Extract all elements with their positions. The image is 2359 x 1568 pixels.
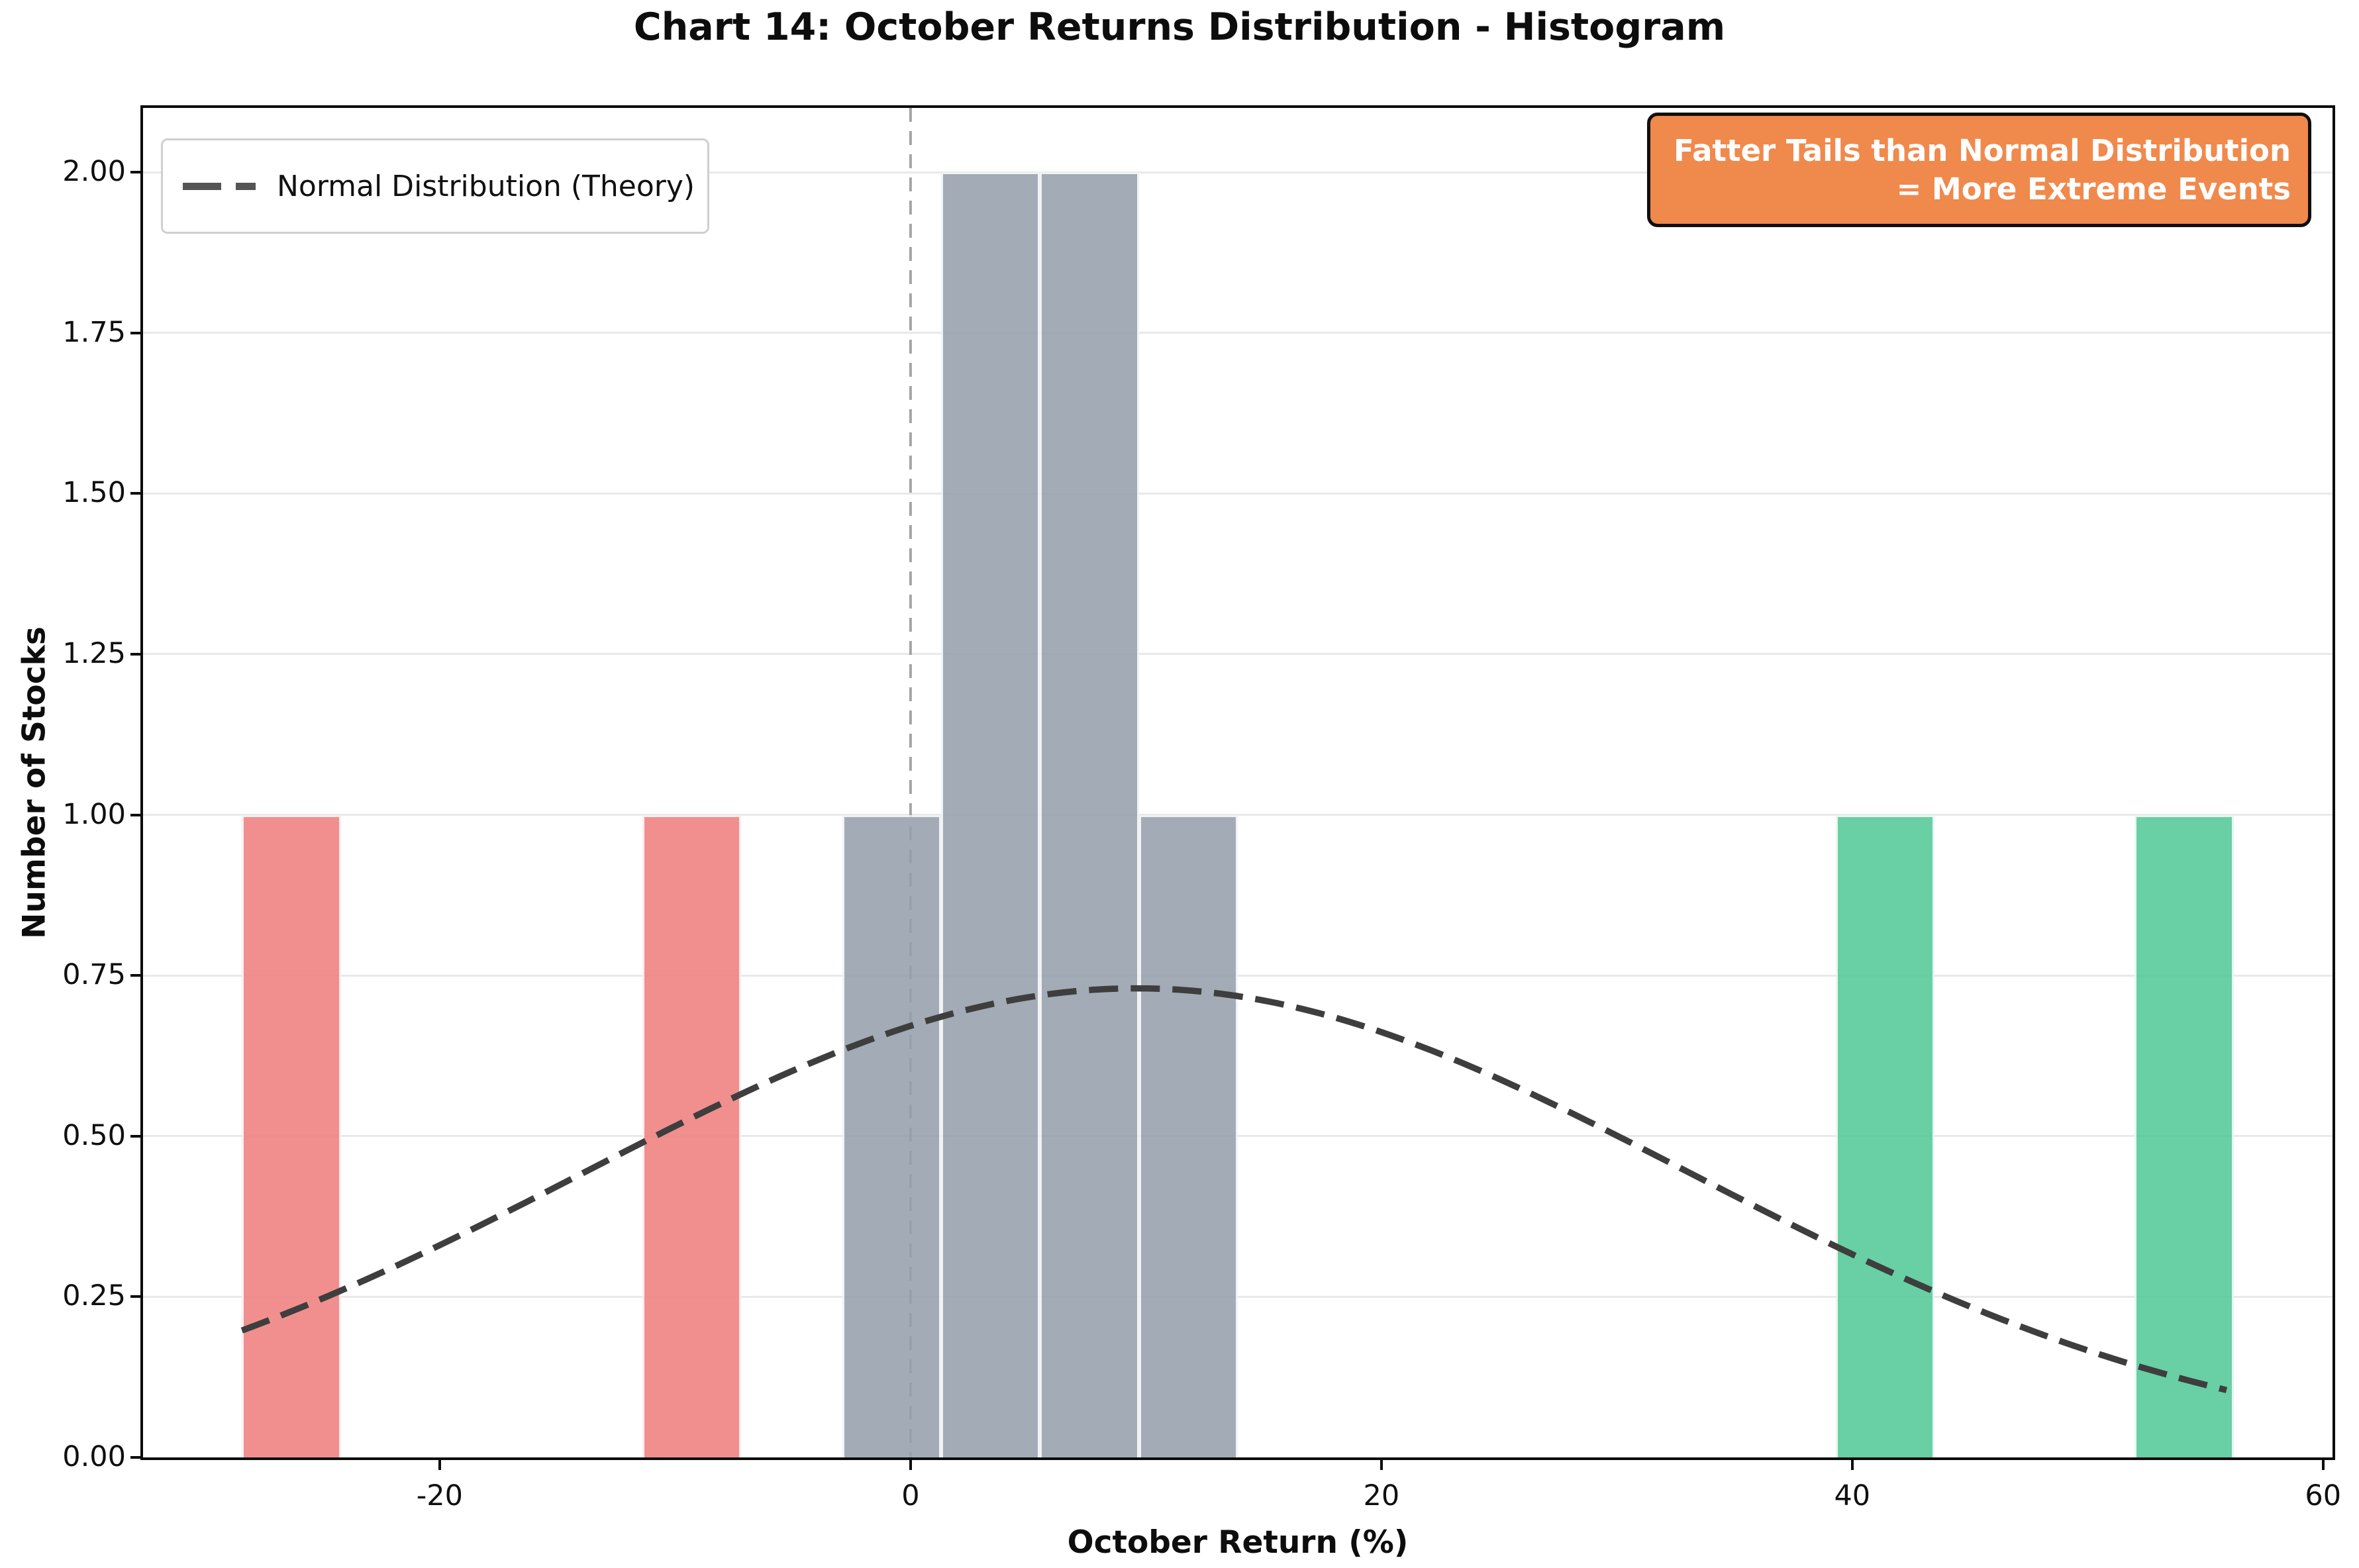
y-tick-0.50 [130,1134,140,1138]
x-tick-20 [1380,1460,1383,1470]
annotation-line-1: Fatter Tails than Normal Distribution [1674,132,2291,168]
y-tick-label-0.25: 0.25 [62,1279,126,1313]
chart-title: Chart 14: October Returns Distribution -… [633,5,1726,49]
grid-layer [143,108,2333,1457]
annotation-line-2: = More Extreme Events [1896,171,2291,207]
y-tick-label-0.75: 0.75 [62,958,126,992]
gridline-y-1.50 [143,492,2333,495]
gridline-y-0.25 [143,1295,2333,1298]
x-tick-label--20: -20 [416,1479,464,1512]
gridline-y-0.50 [143,1135,2333,1138]
legend-label: Normal Distribution (Theory) [277,169,695,203]
y-tick-label-1.75: 1.75 [62,315,126,349]
x-tick-label-40: 40 [1834,1479,1871,1512]
histogram-bar-large-gain-6 [1835,814,1935,1457]
y-tick-label-1.00: 1.00 [62,797,126,831]
y-tick-2.00 [130,171,140,174]
y-tick-1.25 [130,652,140,656]
dashed-line-icon [183,182,256,190]
y-tick-1.75 [130,331,140,334]
y-tick-label-1.25: 1.25 [62,636,126,670]
gridline-y-1.00 [143,814,2333,816]
histogram-bar-large-gain-7 [2134,814,2234,1457]
gridline-y-2.00 [143,171,2333,173]
x-axis-label: October Return (%) [1067,1524,1409,1561]
normal-curve-layer [240,985,2228,1393]
x-tick-40 [1850,1460,1854,1470]
plot-area [140,105,2335,1460]
x-tick-label-0: 0 [901,1479,920,1512]
histogram-bar-large-loss-0 [242,814,341,1457]
x-tick--20 [438,1460,441,1470]
histogram-bar-near-mean-3 [941,172,1040,1457]
y-tick-1.50 [130,492,140,495]
x-tick-label-60: 60 [2305,1479,2342,1512]
histogram-bar-near-mean-5 [1138,814,1238,1457]
y-tick-0.75 [130,974,140,977]
y-tick-0.00 [130,1456,140,1459]
histogram-bar-near-mean-4 [1040,172,1139,1457]
normal-distribution-curve [240,985,2228,1393]
histogram-bar-near-mean-2 [842,814,942,1457]
y-axis-label: Number of Stocks [16,626,53,939]
y-tick-label-0.50: 0.50 [62,1118,126,1152]
annotation-box: Fatter Tails than Normal Distribution = … [1647,113,2311,227]
bar-layer [143,108,2333,1457]
legend: Normal Distribution (Theory) [161,138,709,234]
x-tick-60 [2321,1460,2325,1470]
gridline-y-0.75 [143,974,2333,977]
gridline-y-1.75 [143,332,2333,334]
y-tick-1.00 [130,813,140,816]
y-tick-0.25 [130,1295,140,1298]
x-tick-0 [909,1460,912,1470]
gridline-y-1.25 [143,653,2333,656]
y-tick-label-2.00: 2.00 [62,155,126,189]
x-tick-label-20: 20 [1363,1479,1400,1512]
y-tick-label-1.50: 1.50 [62,476,126,510]
y-tick-label-0.00: 0.00 [62,1440,126,1473]
